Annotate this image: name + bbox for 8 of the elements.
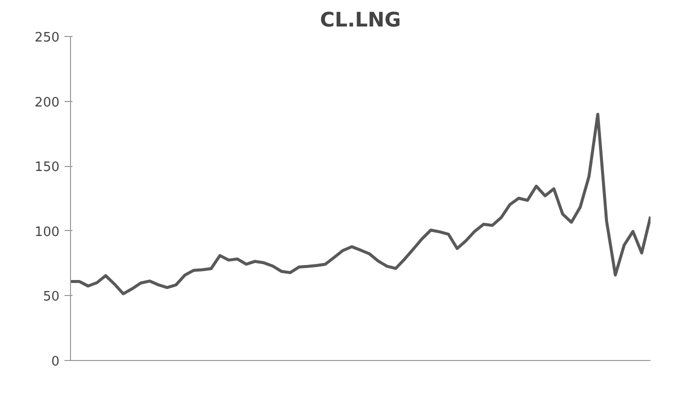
chart-title: CL.LNG bbox=[320, 8, 401, 32]
y-tick-label: 50 bbox=[42, 290, 60, 305]
y-tick-label: 200 bbox=[34, 95, 60, 110]
y-tick-label: 0 bbox=[51, 354, 60, 370]
line-series bbox=[70, 112, 650, 296]
y-tick-label: 150 bbox=[34, 160, 60, 176]
y-tick-label: 100 bbox=[34, 224, 60, 240]
y-tick-label: 250 bbox=[34, 30, 60, 46]
